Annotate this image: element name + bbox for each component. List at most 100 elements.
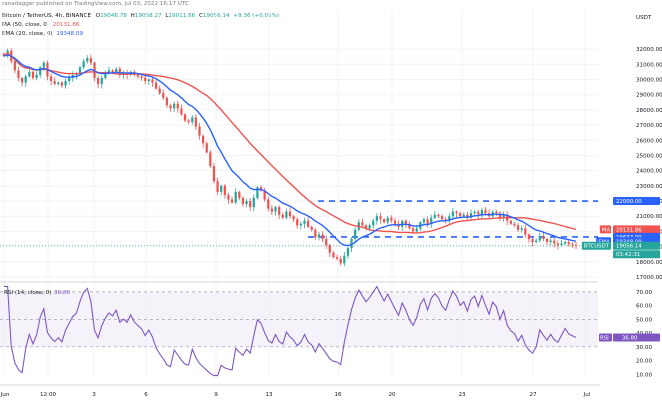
candle-body	[230, 199, 234, 203]
ohlc-low: 19011.66	[168, 13, 196, 19]
candle-body	[292, 216, 295, 220]
candle-body	[234, 191, 237, 203]
candle-body	[430, 217, 433, 224]
price-tick-label: 23000.00	[636, 184, 662, 190]
candle-body	[60, 82, 64, 86]
candle-body	[386, 217, 389, 223]
candle-body	[383, 219, 386, 223]
time-tick-label: 16	[334, 392, 342, 398]
candle-body	[270, 208, 274, 212]
candle-body	[288, 211, 292, 217]
candle-body	[448, 216, 451, 221]
candle-body	[223, 185, 226, 195]
candle-body	[516, 225, 520, 230]
candle-body	[531, 238, 534, 243]
candle-body	[118, 68, 121, 75]
candle-body	[495, 211, 498, 214]
ema-value: 19348.09	[56, 31, 84, 37]
candle-body	[220, 185, 223, 192]
time-tick-label: 9	[214, 392, 218, 398]
ohlc-close-label: C	[198, 13, 203, 19]
candle-body	[520, 228, 523, 230]
candle-body	[281, 214, 284, 218]
ma-legend[interactable]: MA (50, close, 0) 20131.86	[2, 22, 79, 29]
candle-body	[545, 238, 549, 243]
candle-body	[513, 223, 516, 226]
rsi-tick-label: 50.00	[636, 317, 652, 323]
candle-body	[57, 82, 60, 85]
time-tick-label: 27	[529, 392, 537, 398]
candle-body	[437, 214, 440, 217]
ohlc-high-label: H	[130, 13, 135, 19]
candle-body	[303, 220, 306, 224]
candle-body	[147, 79, 150, 82]
time-tick-label: 6	[144, 392, 148, 398]
time-tick-label: 13	[265, 392, 273, 398]
ma-value: 20131.86	[52, 22, 80, 28]
candle-body	[68, 77, 71, 82]
candle-body	[567, 242, 570, 245]
ma-label: MA (50, close, 0)	[2, 22, 49, 28]
candle-body	[49, 76, 53, 82]
candle-body	[455, 211, 458, 214]
time-axis[interactable]: Jun 12:00 3 6 9 13 16 20 23 27 Jul	[0, 384, 600, 398]
horizontal-levels[interactable]	[0, 200, 598, 247]
candle-body	[209, 152, 212, 167]
rsi-legend[interactable]: RSI (14, close, 0) 36.80	[4, 290, 70, 296]
candle-body	[553, 240, 556, 244]
price-tick-label: 32000.00	[636, 47, 662, 53]
price-tag-label: BTCUSDT	[584, 244, 610, 250]
candle-body	[473, 211, 476, 214]
candle-body	[64, 81, 67, 86]
candle-body	[97, 77, 100, 85]
candle-body	[350, 238, 353, 249]
time-tick-label: Jun	[0, 392, 10, 398]
candle-body	[53, 81, 56, 85]
candle-body	[191, 117, 194, 123]
candle-body	[361, 222, 364, 226]
price-tag-bg	[613, 197, 660, 206]
candle-body	[39, 67, 42, 75]
candle-body	[556, 243, 560, 246]
candle-body	[140, 76, 143, 78]
rsi-pane[interactable]	[0, 285, 598, 377]
candle-body	[440, 216, 444, 220]
price-tick-label: 18000.00	[636, 260, 662, 266]
rsi-tick-label: 30.00	[636, 345, 652, 351]
candle-body	[459, 213, 462, 217]
rsi-band	[0, 291, 598, 347]
symbol-name: Bitcoin / TetherUS, 4h, BINANCE	[2, 13, 91, 19]
candle-body	[462, 214, 465, 217]
ohlc-low-label: L	[165, 13, 169, 19]
candle-body	[393, 220, 397, 224]
ema-legend[interactable]: EMA (20, close, 0) 19348.09	[2, 31, 83, 38]
price-tick-label: 30000.00	[636, 77, 662, 83]
price-tick-label: 31000.00	[636, 62, 662, 68]
candle-body	[542, 235, 545, 239]
candle-body	[524, 228, 527, 235]
candle-body	[368, 225, 371, 229]
price-tick-label: 25000.00	[636, 153, 662, 159]
price-axis[interactable]: 32000.00 31000.00 30000.00 29000.00 28000.00…	[600, 0, 662, 385]
candle-body	[339, 258, 342, 264]
candle-body	[216, 181, 219, 192]
price-tag-bg	[613, 225, 660, 234]
rsi-tag-value: 36.80	[622, 335, 638, 341]
candle-body	[263, 190, 266, 200]
candle-body	[154, 82, 158, 89]
candle-body	[115, 68, 118, 72]
publisher-text: ranadagger published on TradingView.com,…	[2, 1, 189, 7]
time-tick-label: 23	[458, 392, 466, 398]
candle-body	[469, 213, 473, 218]
candle-body	[136, 74, 140, 77]
ohlc-change: +9.36 (+0.05%)	[233, 13, 280, 19]
candle-body	[78, 67, 82, 74]
ohlc-open-label: O	[95, 13, 101, 19]
candle-body	[314, 229, 317, 238]
candle-body	[335, 257, 339, 259]
price-tick-label: 24000.00	[636, 169, 662, 175]
candle-body	[256, 187, 259, 198]
candle-body	[151, 79, 154, 83]
